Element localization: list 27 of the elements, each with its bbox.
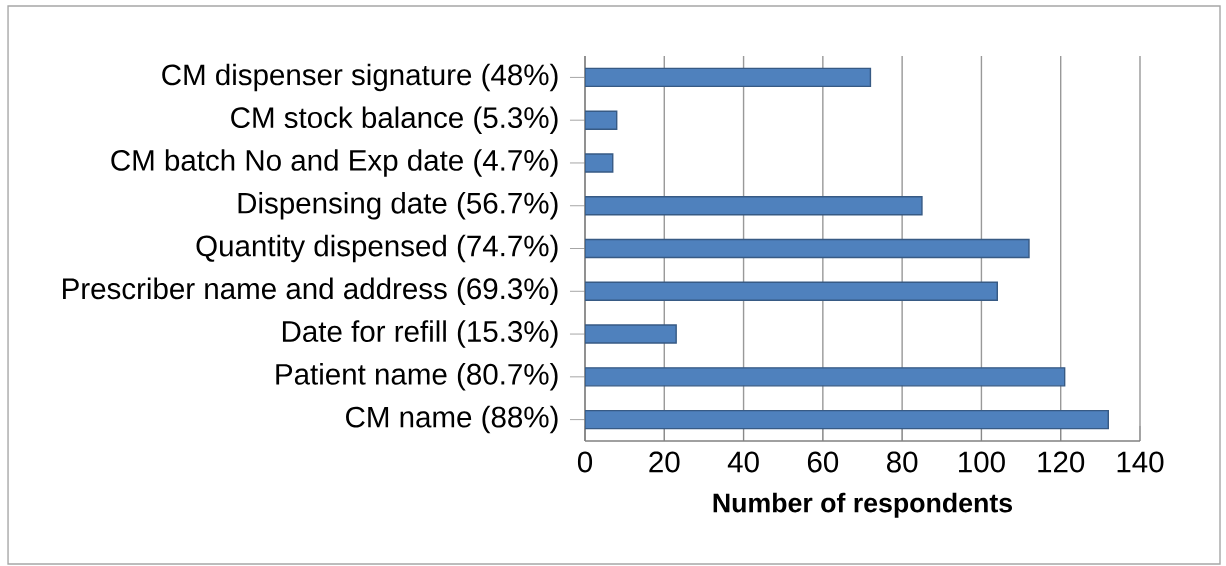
y-tick-label: CM batch No and Exp date (4.7%) [111,149,558,177]
x-tick-label: 100 [959,451,1005,473]
y-tick-label: Date for refill (15.3%) [282,320,558,348]
y-tick-label: CM name (88%) [346,405,558,434]
bar [585,324,677,344]
y-tick-label: Patient name (80.7%) [276,363,558,391]
x-tick-label: 120 [1038,451,1085,473]
x-tick-label: 140 [1117,451,1164,473]
x-tick-label: 0 [577,451,593,473]
x-axis-title: Number of respondents [713,492,1013,518]
x-tick-label: 60 [807,451,839,473]
bar [585,238,1030,259]
bar [585,153,614,173]
y-tick-label: CM stock balance (5.3%) [231,106,558,134]
bar [585,196,923,216]
bar [585,409,1109,430]
bar [585,67,872,88]
bar [585,367,1066,387]
bar [585,110,618,130]
y-tick-label: Dispensing date (56.7%) [238,191,558,220]
bar [585,281,998,301]
y-tick-label: Prescriber name and address (69.3%) [63,277,558,306]
y-tick-label: Quantity dispensed (74.7%) [196,234,558,263]
y-tick-label: CM dispenser signature (48%) [162,63,558,92]
x-tick-label: 40 [727,451,759,473]
x-tick-label: 80 [886,451,918,473]
x-tick-label: 20 [649,451,680,473]
